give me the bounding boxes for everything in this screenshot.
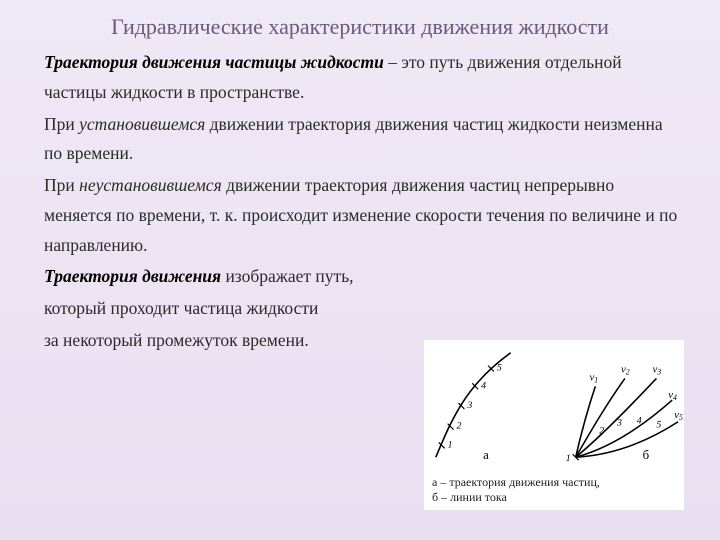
svg-text:1: 1 [566,453,571,464]
body-text: Траектория движения частицы жидкости – э… [0,48,720,356]
figure-svg: 12345а1v1v2v3v4v52345б [424,340,684,470]
svg-text:v3: v3 [652,364,661,377]
para2-t1: При [44,114,79,134]
term-trajectory: Траектория движения [44,266,221,286]
svg-text:v4: v4 [668,389,677,402]
para3-t1: При [44,175,79,195]
paragraph-3: При неустановившемся движении траектория… [44,171,682,260]
page-title: Гидравлические характеристики движения ж… [0,0,720,48]
term-trajectory-particle: Траектория движения частицы жидкости [44,52,384,72]
figure: 12345а1v1v2v3v4v52345б а – траектория дв… [424,340,684,510]
paragraph-1: Траектория движения частицы жидкости – э… [44,48,682,108]
svg-text:а: а [483,448,489,462]
term-steady: установившемся [79,114,205,134]
svg-text:2: 2 [599,426,604,437]
svg-text:4: 4 [481,380,486,391]
caption-line-a: а – траектория движения частиц, [432,475,600,489]
term-unsteady: неустановившемся [79,175,222,195]
svg-text:3: 3 [466,400,472,411]
svg-text:v5: v5 [674,409,683,422]
svg-text:2: 2 [457,421,462,432]
svg-text:5: 5 [497,363,502,374]
para4-rest: изображает путь, [221,266,354,286]
svg-text:3: 3 [616,418,622,429]
paragraph-4: Траектория движения изображает путь, [44,262,682,292]
paragraph-2: При установившемся движении траектория д… [44,110,682,170]
caption-line-b: б – линии тока [432,490,507,504]
figure-caption: а – траектория движения частиц, б – лини… [430,474,602,506]
svg-text:б: б [643,448,650,462]
svg-text:v2: v2 [621,364,630,377]
svg-text:1: 1 [448,439,453,450]
svg-text:5: 5 [656,420,661,431]
svg-text:v1: v1 [589,371,598,384]
svg-text:4: 4 [637,416,642,427]
paragraph-5: который проходит частица жидкости [44,294,682,324]
